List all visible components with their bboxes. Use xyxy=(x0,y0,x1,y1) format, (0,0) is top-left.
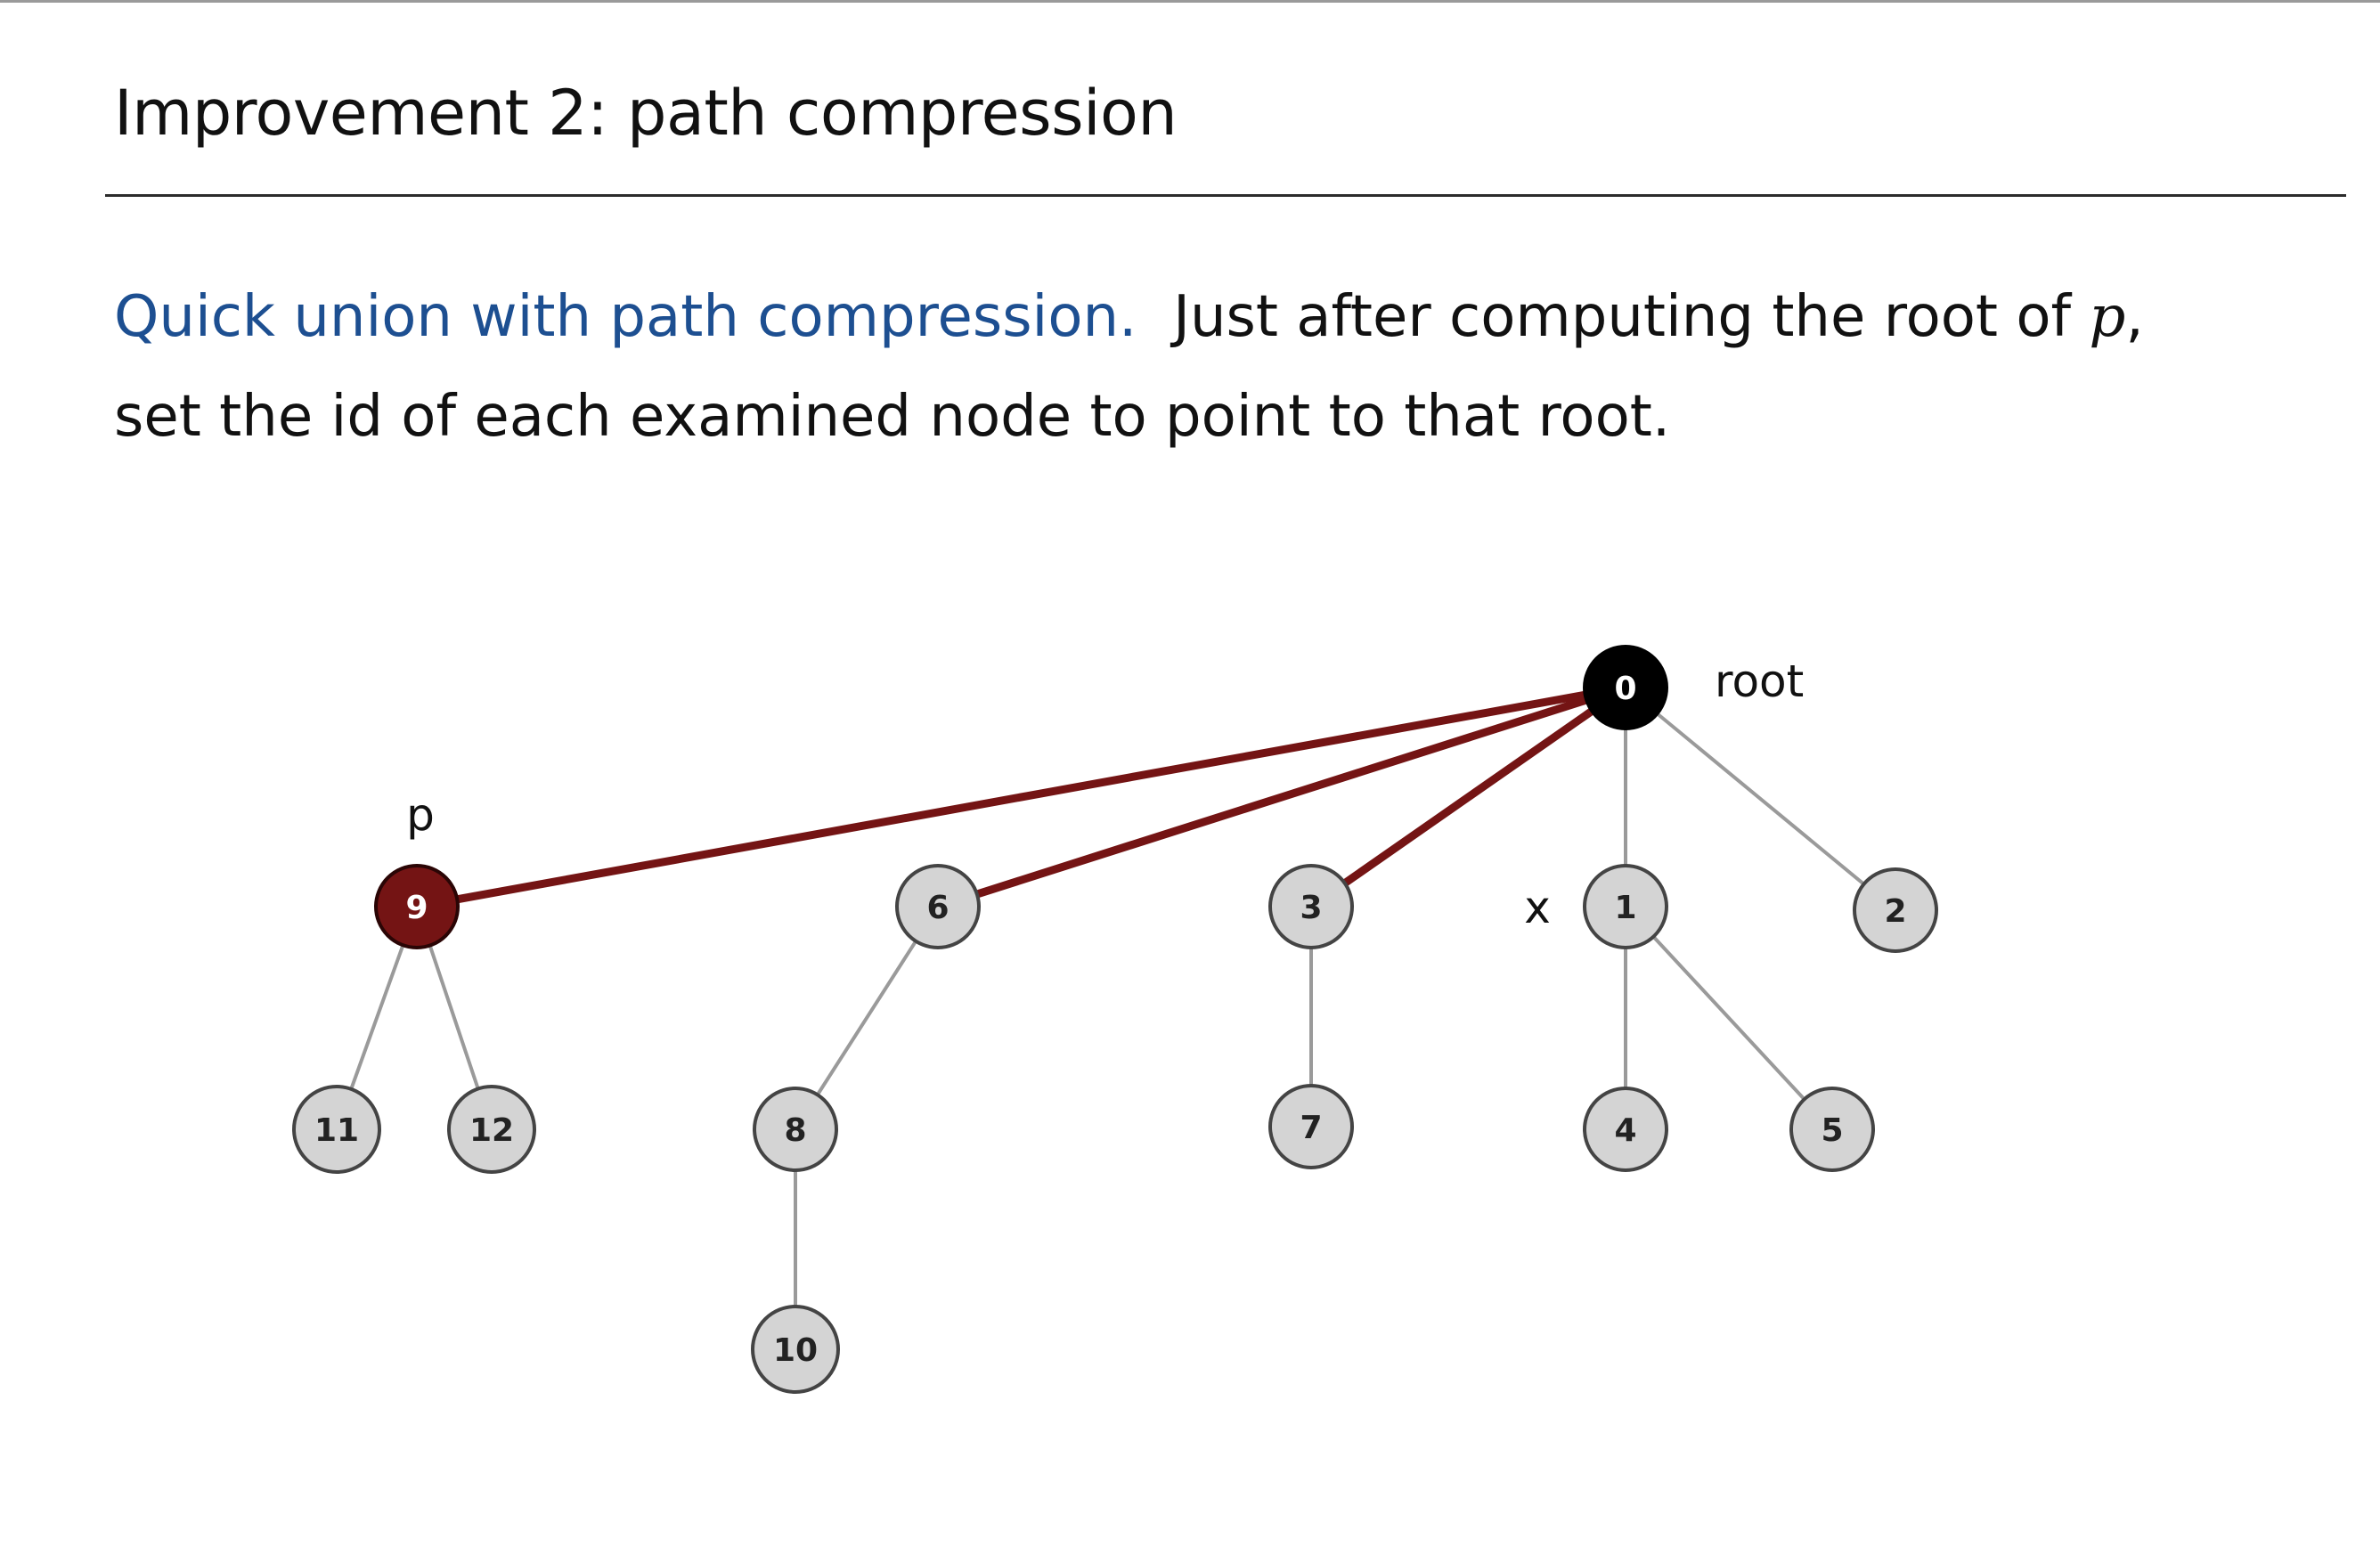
node-label-3: 3 xyxy=(1300,890,1322,926)
node-2: 2 xyxy=(1853,867,1938,953)
node-11: 11 xyxy=(292,1085,381,1174)
node-label-4: 4 xyxy=(1614,1112,1636,1149)
node-8: 8 xyxy=(753,1087,838,1172)
node-label-8: 8 xyxy=(784,1112,806,1149)
top-border xyxy=(0,0,2380,3)
edge-0-2 xyxy=(1624,686,1897,912)
node-circle-11 xyxy=(292,1085,381,1174)
node-circle-12 xyxy=(447,1085,536,1174)
node-label-10: 10 xyxy=(773,1332,818,1369)
node-circle-1 xyxy=(1583,864,1668,949)
node-label-0: 0 xyxy=(1614,671,1636,707)
body-var-p: p xyxy=(2089,284,2126,350)
node-label-11: 11 xyxy=(314,1112,359,1149)
edge-0-9 xyxy=(412,683,1630,911)
node-3: 3 xyxy=(1268,864,1354,949)
body-line2: set the id of each examined node to poin… xyxy=(114,384,1671,450)
node-label-1: 1 xyxy=(1614,890,1636,926)
root-annotation: root xyxy=(1715,655,1804,707)
node-circle-7 xyxy=(1268,1084,1354,1169)
node-9: 9 xyxy=(374,864,460,949)
title-rule xyxy=(105,194,2346,197)
body-text: Quick union with path compression. Just … xyxy=(114,267,2305,467)
node-label-2: 2 xyxy=(1884,893,1906,930)
body-part1: Just after computing the root of xyxy=(1173,284,2090,350)
lead-text: Quick union with path compression. xyxy=(114,284,1137,350)
p-annotation: p xyxy=(406,789,435,841)
node-label-5: 5 xyxy=(1821,1112,1843,1149)
edge-6-8 xyxy=(794,905,940,1131)
node-circle-3 xyxy=(1268,864,1354,949)
edge-0-3 xyxy=(1307,683,1630,911)
node-circle-5 xyxy=(1789,1087,1875,1172)
node-label-6: 6 xyxy=(926,890,949,926)
node-label-12: 12 xyxy=(469,1112,514,1149)
node-circle-8 xyxy=(753,1087,838,1172)
node-1: 1 xyxy=(1583,864,1668,949)
node-5: 5 xyxy=(1789,1087,1875,1172)
node-10: 10 xyxy=(751,1305,840,1394)
node-0: 0 xyxy=(1583,645,1668,730)
node-7: 7 xyxy=(1268,1084,1354,1169)
body-part2: , xyxy=(2125,284,2144,350)
edge-1-5 xyxy=(1624,905,1834,1131)
edges-layer xyxy=(335,683,1897,1349)
node-circle-2 xyxy=(1853,867,1938,953)
x-annotation: x xyxy=(1524,882,1551,933)
nodes-layer: 09 6 3 1 211 12 8 7 4 510 xyxy=(292,645,1938,1394)
node-label-9: 9 xyxy=(405,890,428,926)
slide-title: Improvement 2: path compression xyxy=(114,77,1178,150)
node-circle-6 xyxy=(895,864,981,949)
node-label-7: 7 xyxy=(1300,1110,1322,1146)
node-circle-0 xyxy=(1583,645,1668,730)
node-6: 6 xyxy=(895,864,981,949)
edge-0-6 xyxy=(933,683,1630,911)
node-12: 12 xyxy=(447,1085,536,1174)
node-circle-4 xyxy=(1583,1087,1668,1172)
node-circle-10 xyxy=(751,1305,840,1394)
node-circle-9 xyxy=(374,864,460,949)
node-4: 4 xyxy=(1583,1087,1668,1172)
